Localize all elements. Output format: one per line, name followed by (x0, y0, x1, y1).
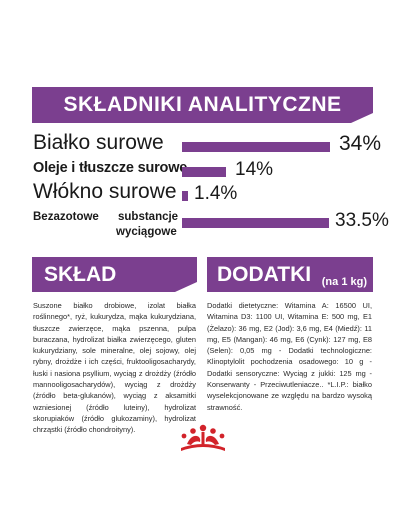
analytic-bar-protein (182, 142, 330, 152)
analytic-label-nfe-mid: substancje (118, 211, 179, 223)
analytic-bar-fat (182, 167, 226, 177)
analytic-label-nfe-1: Bezazotowe (33, 211, 99, 223)
analytic-value-protein: 34% (339, 132, 382, 155)
analytic-value-fiber: 1.4% (194, 183, 238, 204)
analytic-title: SKŁADNIKI ANALITYCZNE (63, 93, 342, 116)
analytic-bar-nfe (182, 218, 329, 228)
analytic-bar-fiber (182, 191, 188, 201)
analytic-label-fiber: Włókno surowe (33, 180, 177, 203)
analytic-header: SKŁADNIKI ANALITYCZNE (32, 87, 373, 123)
additives-unit: (na 1 kg) (321, 276, 367, 288)
analytic-value-fat: 14% (235, 159, 274, 180)
analytic-label-fat: Oleje i tłuszcze surowe (33, 160, 188, 176)
analytic-label-nfe-2: wyciągowe (116, 226, 177, 238)
composition-title: SKŁAD (44, 262, 117, 286)
composition-text: Suszone białko drobiowe, izolat białka r… (33, 301, 196, 435)
analytic-row-label: Białko surowe (33, 131, 164, 154)
crown-logo-icon (181, 424, 225, 451)
analytic-value-nfe: 33.5% (335, 210, 389, 231)
composition-header: SKŁAD (32, 257, 197, 292)
additives-header: DODATKI (na 1 kg) (207, 257, 373, 292)
additives-text: Dodatki dietetyczne: Witamina A: 16500 U… (207, 301, 372, 412)
additives-title: DODATKI (217, 262, 312, 286)
